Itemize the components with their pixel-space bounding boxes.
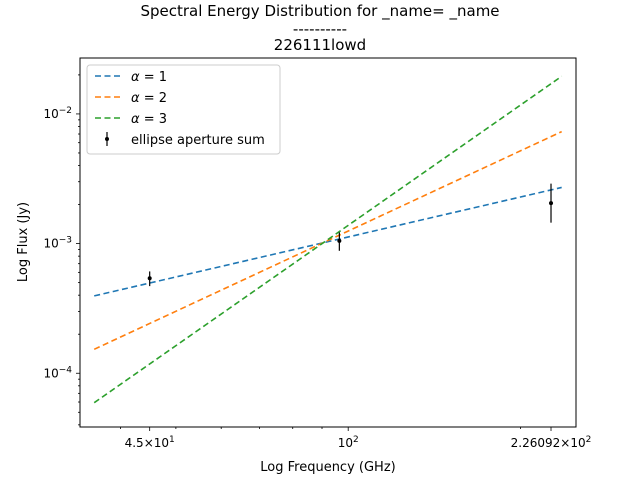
x-tick-base: 10	[570, 436, 585, 450]
data-point-3	[549, 201, 554, 206]
y-tick-label-3: 10−2	[43, 106, 72, 121]
y-tick-base: 10	[43, 237, 58, 251]
points-layer	[147, 183, 554, 287]
legend-point-swatch	[105, 137, 109, 141]
y-tick-label-2: 10−3	[43, 236, 72, 251]
series-layer	[93, 75, 563, 404]
x-tick-exponent: 2	[353, 435, 359, 445]
y-tick-base: 10	[43, 107, 58, 121]
chart-title-line-3: 226111lowd	[274, 36, 366, 54]
x-tick-base: 10	[338, 436, 353, 450]
series-line-3	[93, 75, 563, 404]
y-tick-exponent: −2	[59, 106, 72, 116]
chart-title-line-1: Spectral Energy Distribution for _name= …	[140, 2, 499, 21]
plot-frame	[79, 57, 577, 428]
legend-label-rest: = 3	[140, 112, 167, 127]
data-point-2	[337, 238, 342, 243]
legend-box	[86, 64, 281, 155]
series-line-2	[93, 130, 563, 351]
legend-label-symbol: α	[131, 70, 140, 85]
x-axis-label: Log Frequency (GHz)	[260, 460, 395, 475]
x-tick-times: ×	[144, 436, 154, 450]
y-tick-label-1: 10−4	[43, 365, 72, 380]
legend-label-symbol: α	[131, 112, 140, 127]
legend-label-rest: = 2	[140, 91, 167, 106]
data-point-1	[147, 276, 152, 281]
legend-label-2: α = 2	[131, 91, 167, 106]
x-tick-exponent: 2	[586, 435, 592, 445]
y-tick-exponent: −4	[59, 365, 73, 375]
x-tick-mantissa: 2.26092	[511, 436, 561, 450]
chart-title-line-2: ----------	[293, 20, 347, 38]
x-tick-label-3: 2.26092×102	[511, 435, 592, 450]
legend-label-1: α = 1	[131, 70, 167, 85]
y-tick-exponent: −3	[59, 236, 72, 246]
x-tick-label-2: 102	[338, 435, 359, 450]
legend-label-symbol: α	[131, 91, 140, 106]
y-axis-label: Log Flux (Jy)	[16, 202, 31, 282]
x-tick-base: 10	[154, 436, 169, 450]
legend-label-points: ellipse aperture sum	[131, 133, 265, 148]
legend-label-rest: = 1	[140, 70, 167, 85]
x-tick-exponent: 1	[169, 435, 175, 445]
y-tick-base: 10	[43, 366, 58, 380]
x-tick-times: ×	[560, 436, 570, 450]
series-line-1	[94, 186, 562, 297]
legend-label-3: α = 3	[131, 112, 167, 127]
x-tick-mantissa: 4.5	[125, 436, 144, 450]
x-tick-label-1: 4.5×101	[125, 435, 175, 450]
